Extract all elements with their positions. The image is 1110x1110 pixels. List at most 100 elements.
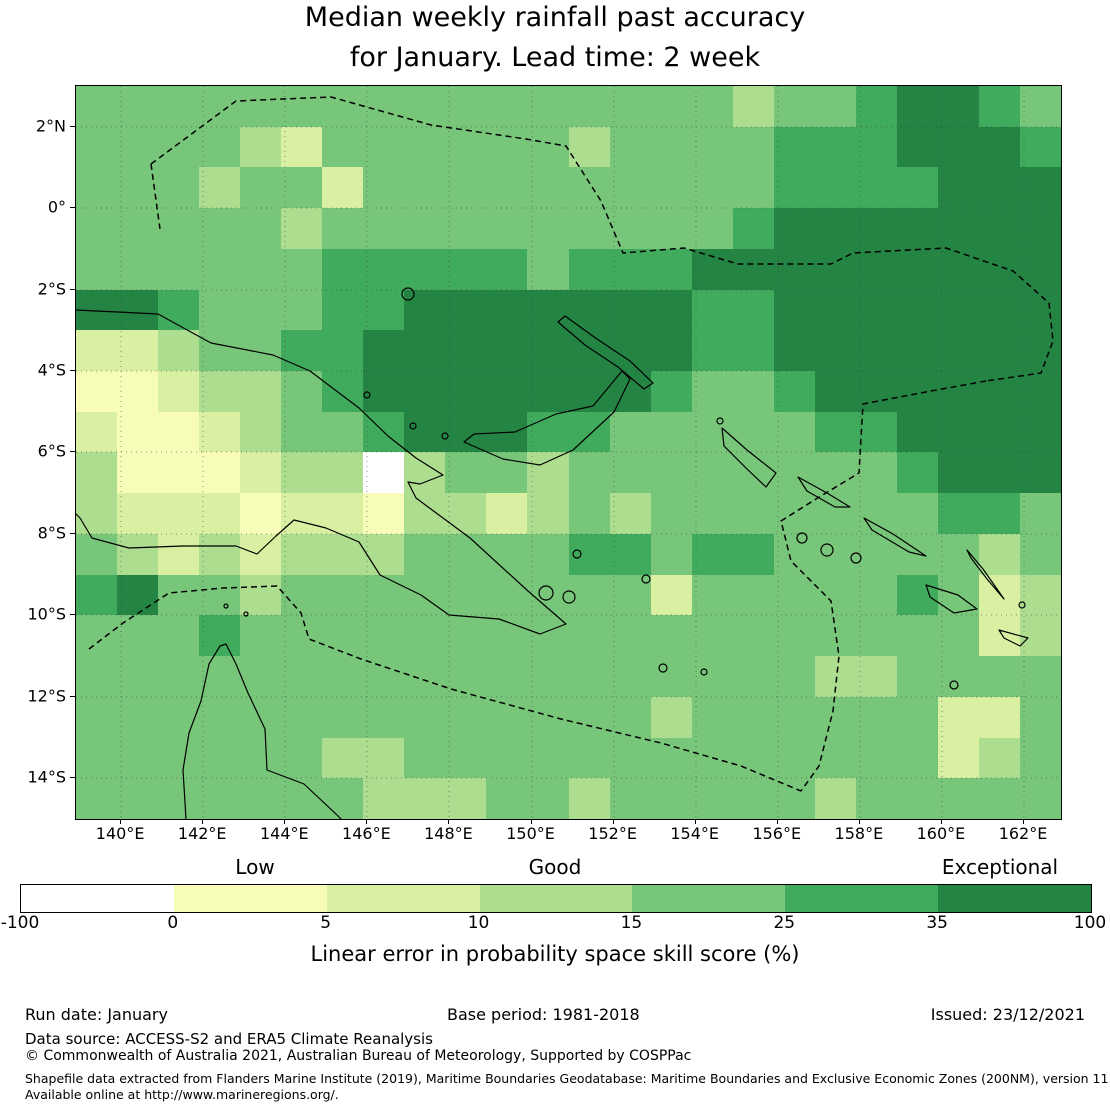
colorbar-category-low: Low [235, 855, 275, 879]
heatmap-cell [937, 737, 979, 779]
colorbar-segment [785, 885, 939, 912]
heatmap-cell [937, 330, 979, 372]
heatmap-cell [199, 289, 241, 331]
heatmap-cell [363, 493, 405, 534]
shapefile-attribution-line2: Available online at http://www.marinereg… [25, 1087, 339, 1102]
heatmap-cell [814, 615, 856, 657]
y-tick-label: 2°N [35, 116, 66, 136]
heatmap-cell [322, 248, 364, 290]
heatmap-cell [76, 778, 118, 819]
heatmap-cell [650, 86, 692, 127]
x-tick-mark [612, 819, 614, 824]
heatmap-cell [199, 574, 241, 616]
heatmap-cell [609, 330, 651, 372]
data-source-text: Data source: ACCESS-S2 and ERA5 Climate … [25, 1030, 433, 1048]
heatmap-cell [1019, 289, 1061, 331]
heatmap-cell [281, 289, 323, 331]
colorbar-caption: Linear error in probability space skill … [310, 942, 800, 966]
heatmap-cell [691, 778, 733, 819]
colorbar [20, 884, 1092, 913]
heatmap-cell [896, 248, 938, 290]
heatmap-cell [445, 493, 487, 534]
heatmap-cell [650, 411, 692, 453]
heatmap-cell [978, 493, 1020, 534]
heatmap-cell [363, 778, 405, 819]
heatmap-cell [855, 411, 897, 453]
heatmap-cell [527, 656, 569, 697]
x-tick-mark [120, 819, 122, 824]
heatmap-cell [732, 371, 774, 412]
heatmap-cell [158, 493, 200, 534]
heatmap-cell [773, 656, 815, 697]
heatmap-cell [773, 248, 815, 290]
y-tick-label: 10°S [27, 604, 66, 624]
heatmap-cell [773, 737, 815, 779]
heatmap-cell [568, 411, 610, 453]
heatmap-cell [937, 656, 979, 697]
heatmap-cell [117, 371, 159, 412]
heatmap-cell [609, 86, 651, 127]
heatmap-cell [814, 452, 856, 494]
heatmap-cell [732, 656, 774, 697]
heatmap-cell [609, 737, 651, 779]
colorbar-category-exceptional: Exceptional [941, 855, 1059, 879]
heatmap-cell [199, 248, 241, 290]
heatmap-cell [404, 778, 446, 819]
heatmap-cell [732, 615, 774, 657]
heatmap-cell [978, 371, 1020, 412]
heatmap-cell [937, 167, 979, 209]
heatmap-cell [404, 371, 446, 412]
heatmap-cell [650, 208, 692, 249]
heatmap-cell [855, 656, 897, 697]
heatmap-cell [691, 493, 733, 534]
heatmap-cell [773, 574, 815, 616]
heatmap-cell [978, 574, 1020, 616]
heatmap-cell [650, 778, 692, 819]
copyright-text: © Commonwealth of Australia 2021, Austra… [25, 1048, 692, 1064]
heatmap-cell [691, 452, 733, 494]
heatmap-cell [281, 330, 323, 372]
heatmap-cell [445, 167, 487, 209]
heatmap-cell [363, 330, 405, 372]
colorbar-segment [479, 885, 633, 912]
heatmap-cell [404, 126, 446, 168]
heatmap-cell [486, 574, 528, 616]
heatmap-cell [732, 574, 774, 616]
heatmap-cell [281, 493, 323, 534]
heatmap-cell [937, 696, 979, 738]
y-tick-label: 12°S [27, 686, 66, 706]
heatmap-cell [1019, 330, 1061, 372]
heatmap-cell [609, 778, 651, 819]
colorbar-segment [21, 885, 174, 912]
heatmap-cell [855, 615, 897, 657]
heatmap-cell [855, 737, 897, 779]
heatmap-cell [773, 778, 815, 819]
heatmap-cell [773, 167, 815, 209]
heatmap-cell [691, 126, 733, 168]
base-period-text: Base period: 1981-2018 [447, 1005, 640, 1024]
heatmap-cell [650, 126, 692, 168]
heatmap-cell [281, 615, 323, 657]
heatmap-cell [1019, 696, 1061, 738]
heatmap-cell [445, 452, 487, 494]
heatmap-cell [773, 371, 815, 412]
heatmap-cell [240, 208, 282, 249]
heatmap-cell [117, 411, 159, 453]
x-tick-mark [858, 819, 860, 824]
heatmap-cell [281, 86, 323, 127]
heatmap-cell [691, 167, 733, 209]
heatmap-cell [158, 778, 200, 819]
heatmap-cell [117, 208, 159, 249]
heatmap-cell [1019, 371, 1061, 412]
x-tick-label: 142°E [177, 824, 227, 843]
heatmap-cell [978, 86, 1020, 127]
heatmap-cell [117, 86, 159, 127]
heatmap-cell [199, 126, 241, 168]
heatmap-cell [281, 411, 323, 453]
heatmap-cell [322, 452, 364, 494]
y-tick-mark [70, 288, 75, 290]
heatmap-cell [363, 167, 405, 209]
heatmap-cell [199, 615, 241, 657]
heatmap-cell [445, 778, 487, 819]
heatmap-cell [322, 167, 364, 209]
